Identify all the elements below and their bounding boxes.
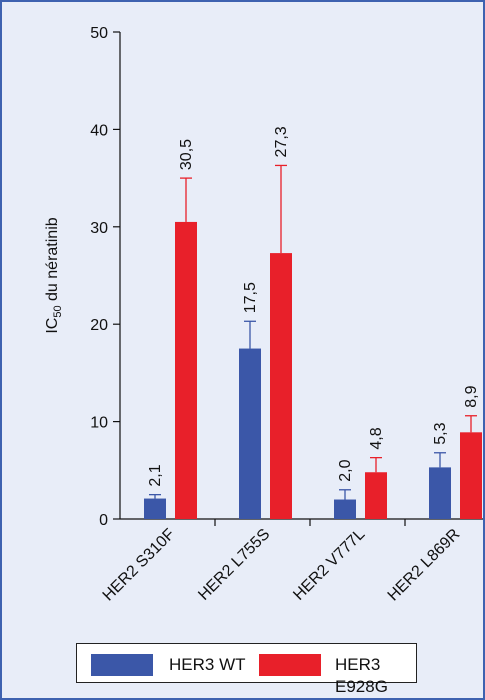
data-label: 4,8 [368, 427, 385, 449]
x-tick-label: HER2 L869R [385, 526, 464, 605]
data-label: 8,9 [463, 385, 480, 407]
data-label: 5,3 [432, 422, 449, 444]
y-axis-label: IC50 du nératinib [44, 217, 64, 333]
bar [270, 253, 292, 519]
bar [175, 221, 197, 519]
y-tick-label: 20 [90, 317, 108, 334]
data-label: 2,1 [147, 464, 164, 486]
x-tick-label: HER2 L755S [195, 526, 273, 604]
bar [144, 498, 166, 519]
y-tick-label: 50 [90, 25, 108, 42]
data-label: 27,3 [273, 126, 290, 157]
bar [429, 467, 451, 519]
legend-swatch-wt [91, 654, 153, 676]
legend-label-mut: HER3 E928G [335, 655, 388, 696]
y-tick-label: 40 [90, 122, 108, 139]
bar [460, 432, 482, 519]
x-tick-label: HER2 V777L [290, 526, 368, 604]
legend-label-wt: HER3 WT [169, 655, 246, 674]
bar [365, 472, 387, 519]
bar-chart: 0 10 20 30 40 50 IC50 du nératinib HER2 S310F 2,… [44, 25, 483, 605]
legend-swatch-mut [259, 654, 321, 676]
y-tick-label: 0 [99, 512, 108, 529]
bar [334, 499, 356, 519]
data-label: 2,0 [337, 459, 354, 481]
bar [239, 348, 261, 519]
y-tick-label: 30 [90, 220, 108, 237]
data-label: 30,5 [178, 139, 195, 170]
x-tick-label: HER2 S310F [100, 526, 179, 605]
y-tick-label: 10 [90, 415, 108, 432]
data-label: 17,5 [242, 282, 259, 313]
legend: HER3 WT HER3 E928G [76, 643, 417, 696]
